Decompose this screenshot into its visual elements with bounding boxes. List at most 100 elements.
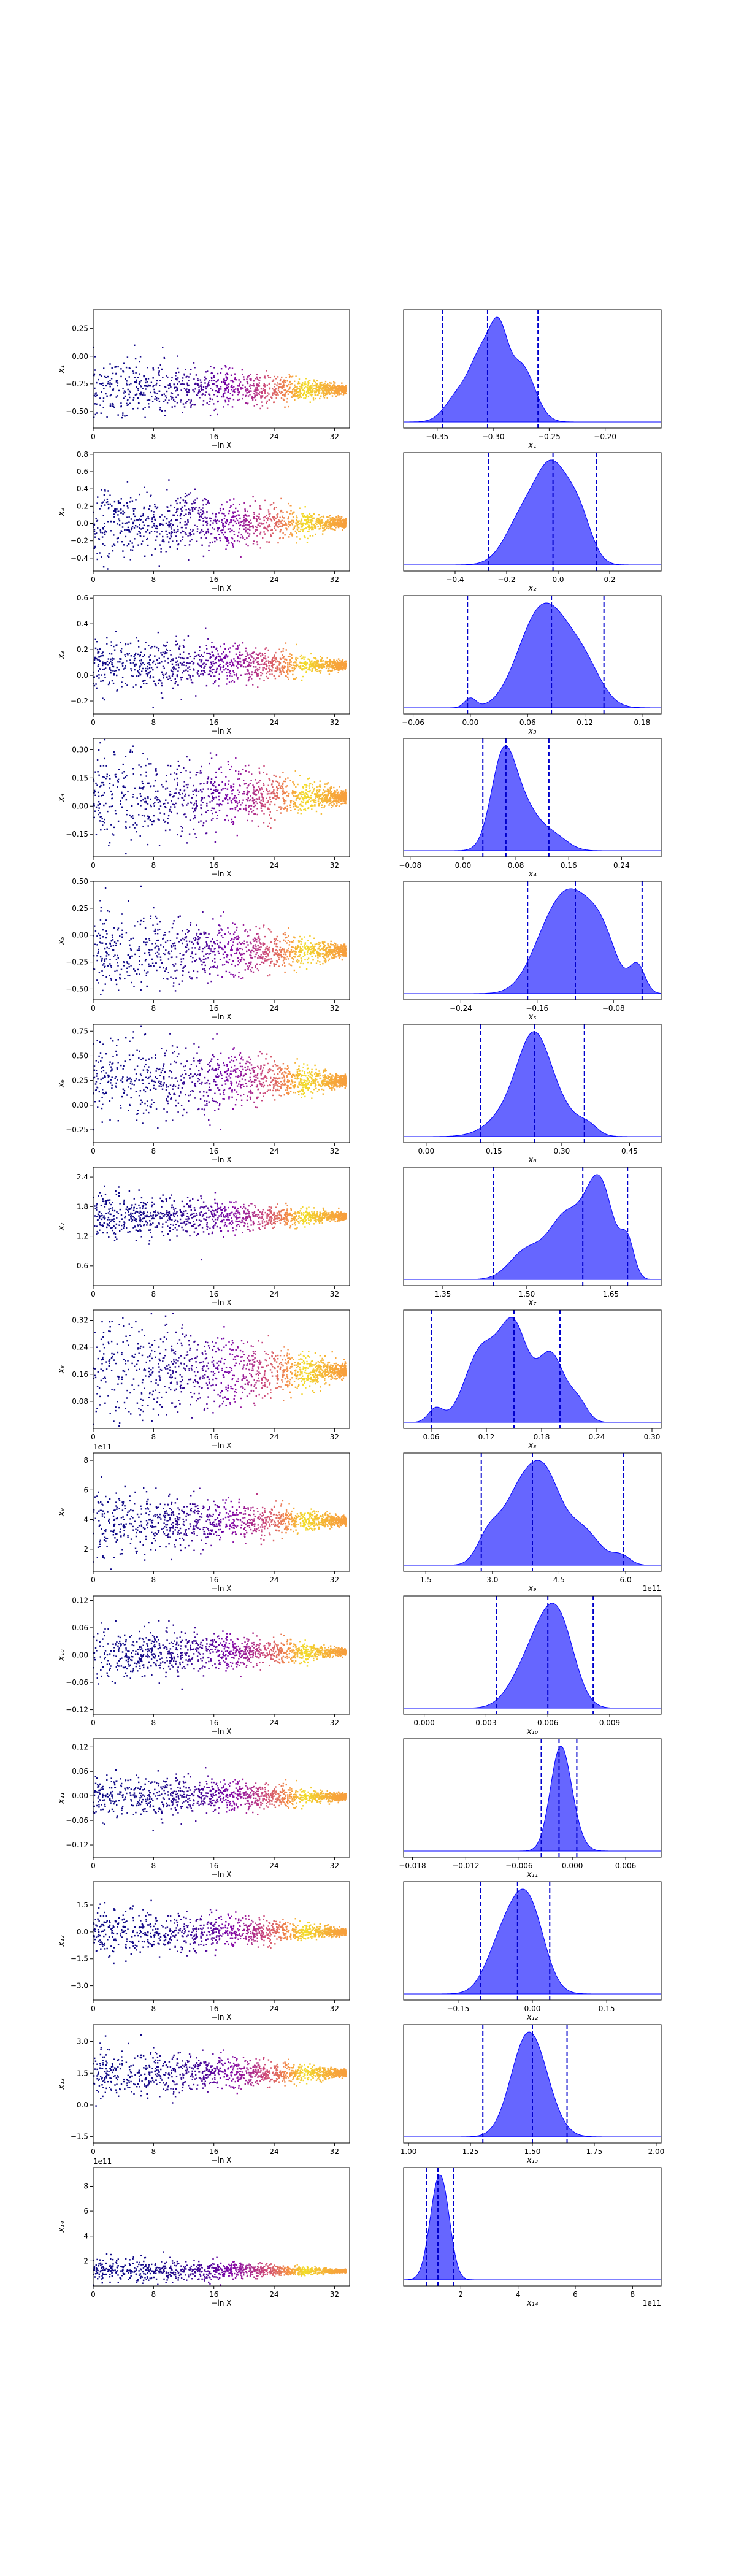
- trace-point: [332, 392, 334, 394]
- trace-point: [150, 804, 151, 807]
- trace-point: [206, 384, 209, 386]
- trace-point: [207, 776, 210, 778]
- trace-point: [268, 377, 270, 378]
- trace-point: [343, 519, 345, 521]
- trace-point: [175, 788, 177, 790]
- trace-point: [144, 407, 146, 408]
- trace-point: [101, 502, 103, 504]
- trace-point: [152, 385, 154, 388]
- trace-point: [279, 786, 282, 788]
- trace-point: [155, 507, 158, 510]
- trace-point: [175, 512, 177, 513]
- trace-point: [336, 518, 339, 520]
- trace-point: [215, 754, 218, 756]
- trace-point: [277, 513, 279, 515]
- trace-point: [216, 669, 218, 670]
- trace-point: [234, 799, 236, 802]
- trace-point: [259, 505, 261, 507]
- trace-point: [232, 519, 235, 521]
- trace-point: [283, 395, 286, 397]
- trace-point: [323, 397, 326, 399]
- trace-point: [99, 648, 101, 650]
- trace-point: [259, 547, 261, 549]
- trace-point: [255, 389, 258, 391]
- trace-point: [320, 659, 323, 661]
- trace-point: [245, 808, 247, 810]
- trace-point: [302, 522, 304, 524]
- trace-point: [153, 391, 156, 393]
- trace-point: [228, 542, 230, 544]
- trace-point: [243, 660, 245, 662]
- trace-point: [218, 665, 220, 667]
- trace-point: [109, 380, 111, 381]
- trace-point: [301, 524, 302, 526]
- trace-point: [250, 378, 252, 380]
- trace-point: [142, 513, 144, 515]
- trace-point: [253, 512, 255, 513]
- trace-point: [208, 393, 210, 395]
- trace-point: [140, 386, 142, 388]
- trace-point: [106, 637, 108, 639]
- trace-point: [252, 527, 254, 529]
- trace-point: [323, 385, 324, 387]
- trace-point: [121, 806, 123, 808]
- trace-point: [315, 810, 318, 813]
- trace-point: [289, 807, 292, 808]
- trace-point: [205, 531, 207, 532]
- trace-point: [264, 662, 266, 664]
- trace-point: [128, 653, 130, 654]
- trace-point: [121, 797, 123, 799]
- trace-point: [301, 662, 303, 664]
- trace-point: [196, 772, 197, 773]
- trace-point: [302, 665, 304, 667]
- trace-point: [124, 395, 126, 397]
- trace-point: [210, 533, 213, 535]
- trace-point: [332, 389, 334, 391]
- trace-point: [233, 498, 235, 500]
- trace-point: [246, 661, 248, 662]
- trace-point: [219, 537, 221, 539]
- kde-xtick-label: 0.18: [634, 718, 651, 727]
- trace-point: [215, 672, 217, 673]
- trace-point: [304, 515, 305, 517]
- trace-point: [142, 388, 144, 389]
- trace-point: [259, 508, 261, 510]
- trace-point: [137, 377, 139, 378]
- trace-point: [267, 677, 269, 679]
- trace-point: [286, 676, 289, 678]
- trace-point: [266, 672, 267, 675]
- trace-point: [93, 416, 95, 418]
- trace-point: [280, 806, 282, 808]
- trace-point: [304, 666, 306, 668]
- trace-point: [180, 677, 182, 679]
- trace-point: [109, 382, 111, 384]
- trace-point: [115, 644, 117, 646]
- trace-point: [209, 401, 211, 402]
- trace-point: [283, 661, 285, 663]
- trace-point: [234, 511, 236, 513]
- trace-point: [118, 510, 120, 512]
- trace-point: [123, 362, 125, 364]
- trace-point: [96, 641, 98, 643]
- trace-point: [328, 389, 330, 391]
- trace-ytick-label: 0.00: [72, 352, 88, 361]
- trace-point: [283, 389, 285, 391]
- trace-point: [231, 538, 234, 540]
- trace-point: [266, 528, 268, 530]
- trace-point: [205, 811, 207, 813]
- trace-point: [239, 504, 240, 505]
- kde-axes-frame: [403, 595, 662, 715]
- trace-point: [307, 383, 309, 385]
- trace-point: [336, 792, 339, 794]
- trace-point: [97, 442, 98, 443]
- trace-point: [345, 660, 347, 662]
- trace-point: [96, 657, 98, 660]
- trace-point: [131, 542, 133, 544]
- trace-point: [103, 663, 105, 665]
- trace-point: [106, 395, 108, 397]
- trace-point: [104, 531, 105, 534]
- trace-point: [132, 370, 134, 372]
- trace-point: [164, 645, 167, 647]
- trace-point: [276, 786, 278, 788]
- trace-point: [210, 819, 213, 821]
